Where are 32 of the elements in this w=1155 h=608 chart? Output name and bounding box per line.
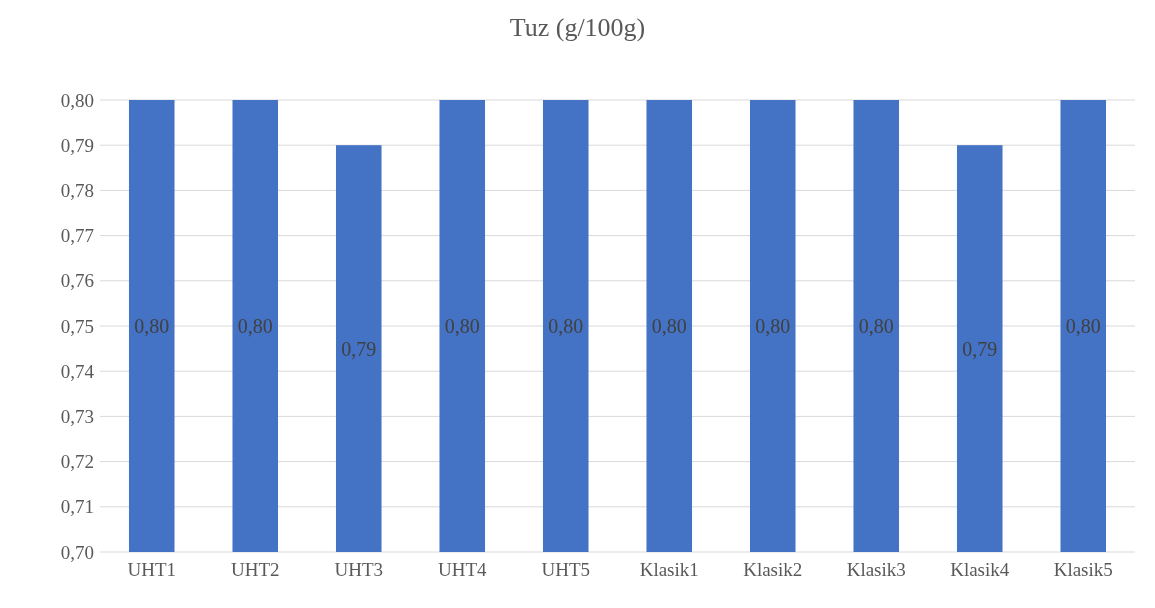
y-tick-label: 0,78 — [60, 180, 94, 202]
data-label: 0,80 — [444, 315, 480, 337]
data-label: 0,80 — [651, 315, 687, 337]
y-tick-label: 0,73 — [60, 406, 94, 428]
data-label: 0,80 — [237, 315, 273, 337]
y-tick-label: 0,79 — [60, 134, 94, 156]
y-tick-label: 0,70 — [60, 541, 94, 563]
x-tick-label: Klasik4 — [950, 559, 1010, 580]
y-tick-label: 0,77 — [60, 225, 94, 247]
data-label: 0,79 — [962, 337, 998, 360]
x-tick-label: UHT2 — [230, 559, 280, 580]
x-tick-label: Klasik2 — [743, 559, 803, 580]
x-tick-label: UHT1 — [127, 559, 177, 580]
chart-title: Tuz (g/100g) — [509, 13, 646, 42]
data-label: 0,80 — [858, 315, 894, 337]
data-label: 0,80 — [134, 315, 170, 337]
data-label: 0,80 — [755, 315, 791, 337]
y-tick-label: 0,72 — [60, 451, 94, 473]
x-tick-label: UHT3 — [334, 559, 384, 580]
x-tick-label: Klasik1 — [639, 559, 699, 580]
x-tick-label: UHT4 — [437, 559, 488, 580]
y-tick-label: 0,71 — [60, 496, 94, 518]
x-tick-label: UHT5 — [541, 559, 591, 580]
data-label: 0,79 — [341, 337, 377, 360]
y-tick-label: 0,76 — [60, 270, 94, 292]
data-label: 0,80 — [1065, 315, 1101, 337]
y-tick-label: 0,74 — [60, 360, 95, 382]
y-tick-label: 0,80 — [60, 89, 94, 111]
data-label: 0,80 — [548, 315, 584, 337]
x-tick-label: Klasik3 — [846, 559, 906, 580]
y-tick-label: 0,75 — [60, 315, 94, 337]
x-tick-label: Klasik5 — [1053, 559, 1113, 580]
